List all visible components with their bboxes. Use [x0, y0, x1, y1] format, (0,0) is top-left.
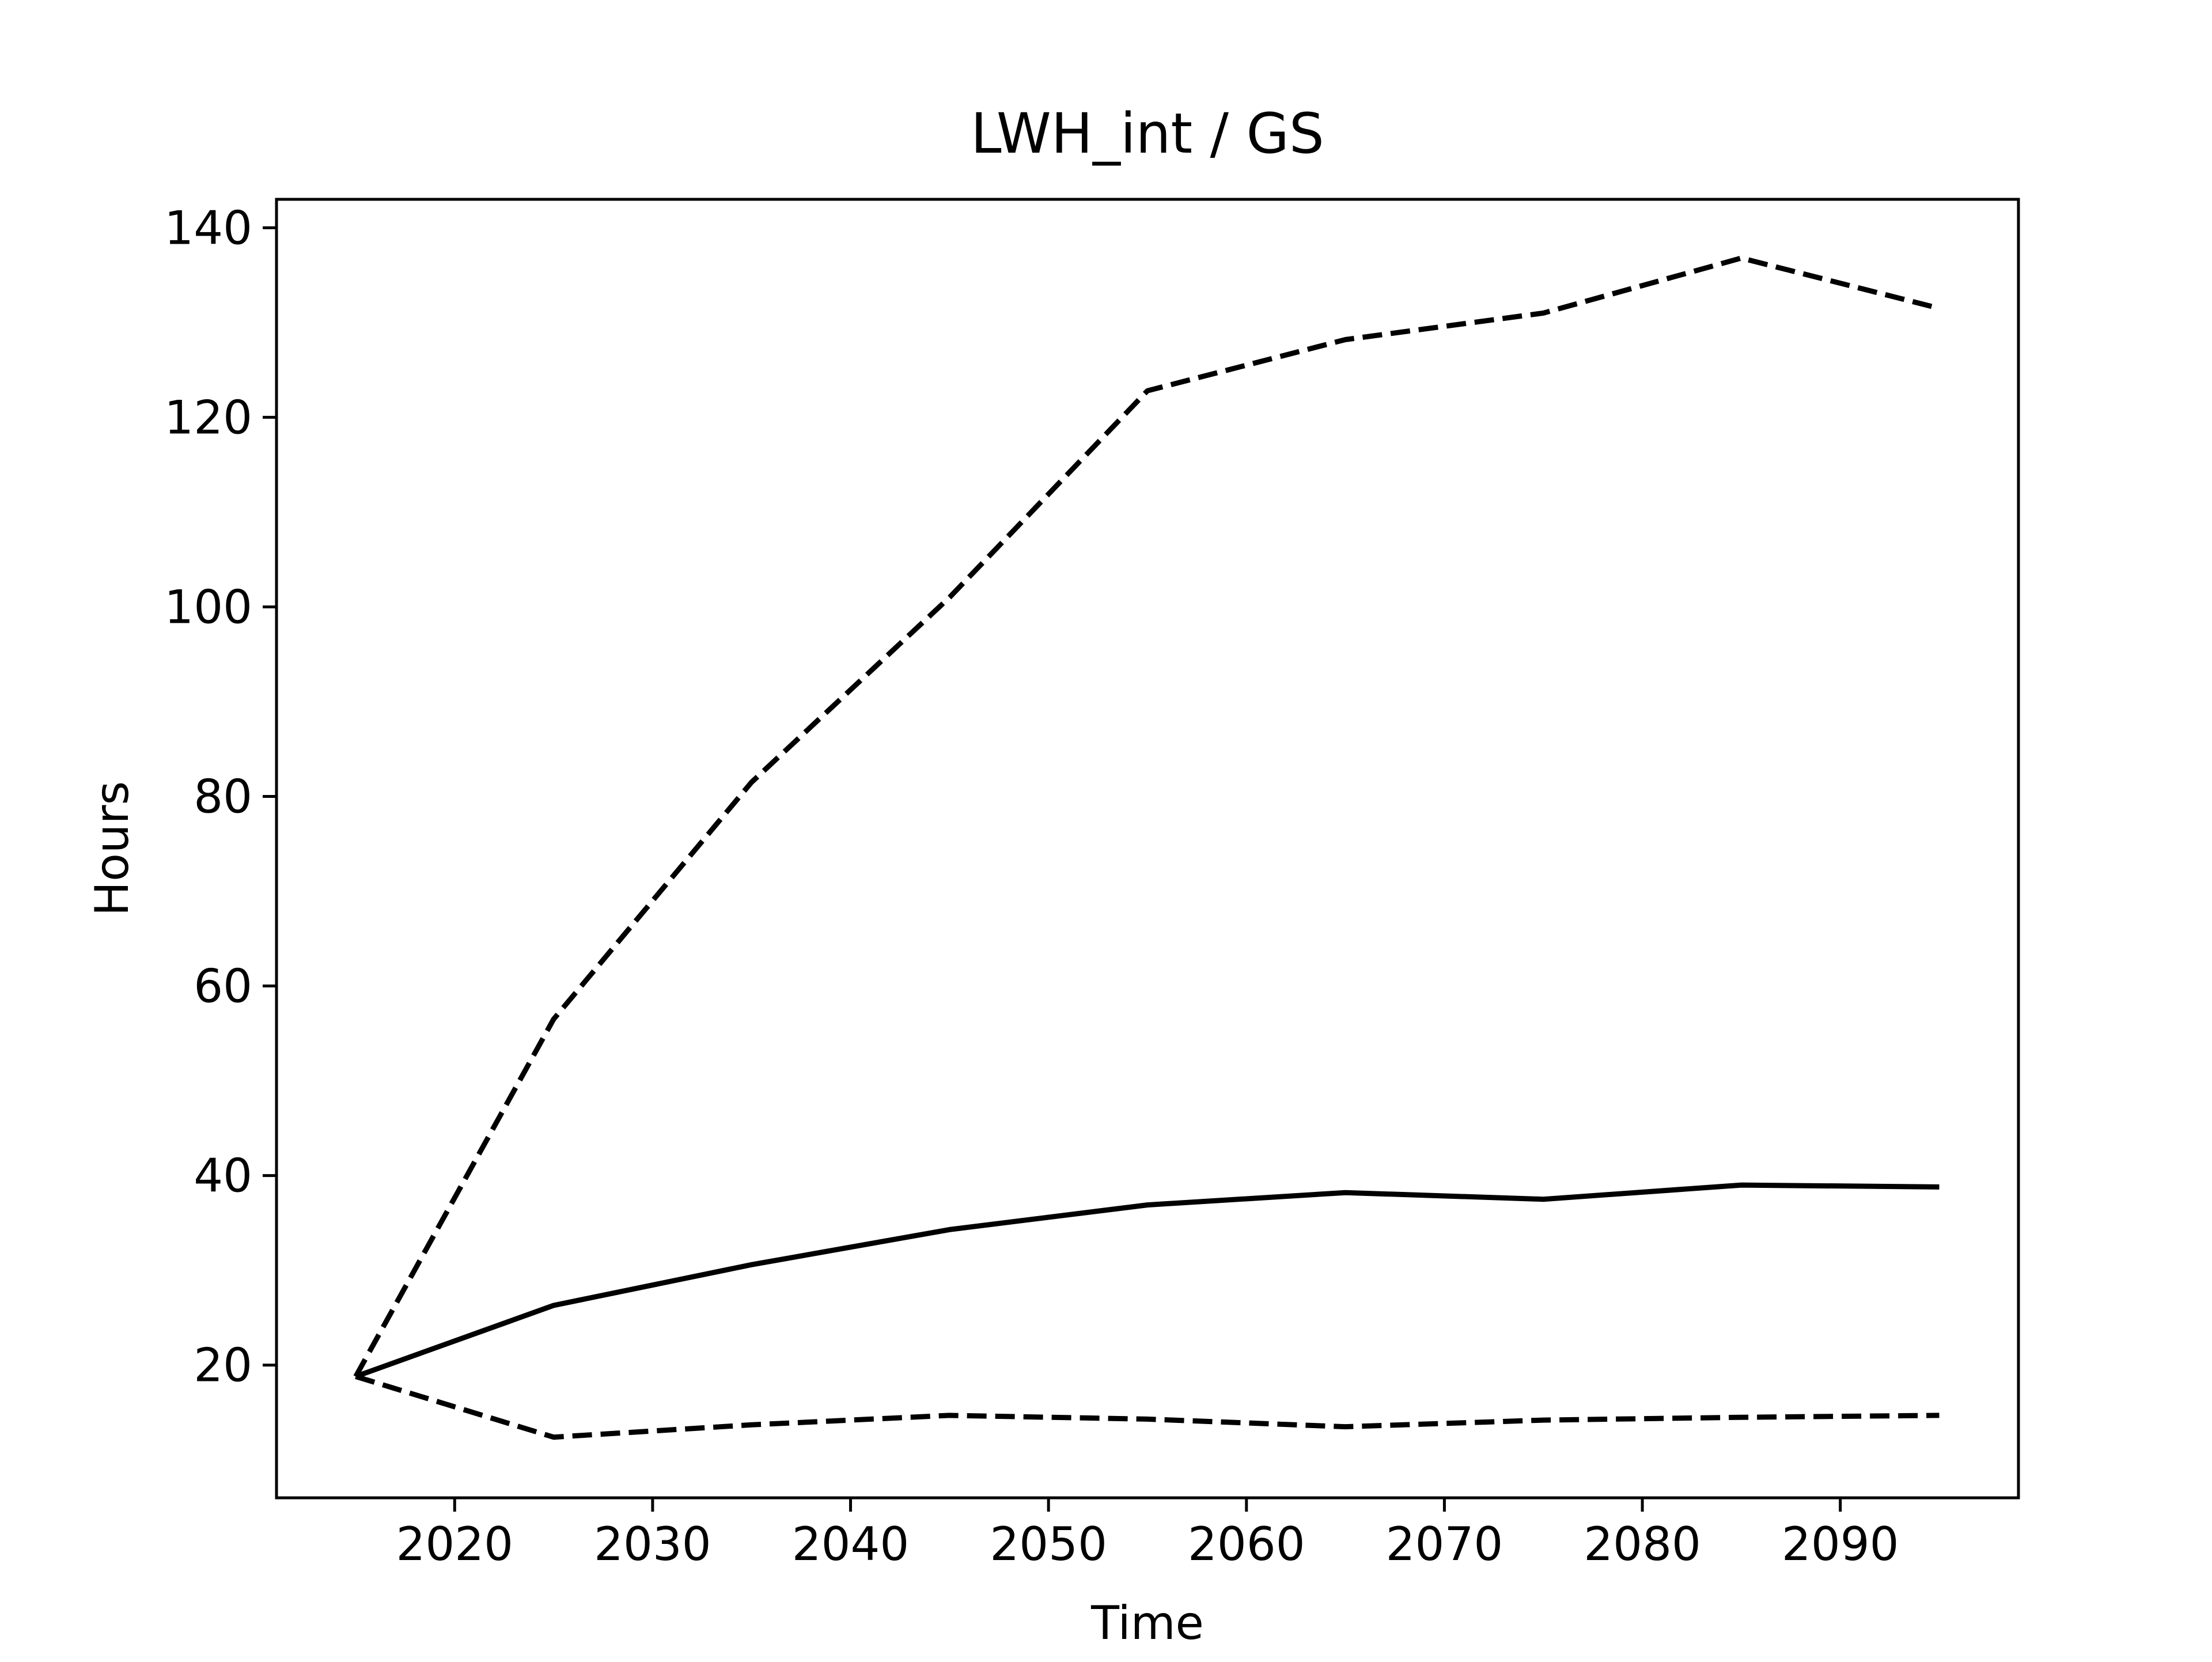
x-tick-label: 2050 [990, 1517, 1107, 1571]
series-line-2 [354, 1182, 1940, 1379]
x-axis: 2020 2030 2040 2050 2060 2070 2080 2090 [396, 1498, 1899, 1571]
series-line-1 [353, 255, 1940, 1378]
x-tick-label: 2070 [1386, 1517, 1503, 1571]
plot-frame [275, 198, 2020, 1500]
y-tick-label: 120 [164, 391, 252, 444]
y-tick-label: 140 [164, 201, 252, 255]
y-axis: 20 40 60 80 100 120 140 [164, 201, 276, 1392]
y-tick-label: 40 [194, 1149, 252, 1203]
y-tick-label: 20 [194, 1339, 252, 1392]
y-tick-label: 80 [194, 770, 252, 824]
x-tick-label: 2040 [792, 1517, 910, 1571]
x-axis-label: Time [1090, 1596, 1204, 1650]
y-tick-label: 100 [164, 580, 252, 634]
x-tick-label: 2020 [396, 1517, 513, 1571]
chart-title: LWH_int / GS [971, 101, 1324, 166]
x-tick-label: 2090 [1782, 1517, 1899, 1571]
y-tick-label: 60 [194, 960, 252, 1013]
x-tick-label: 2030 [594, 1517, 711, 1571]
x-tick-label: 2080 [1584, 1517, 1701, 1571]
y-axis-label: Hours [85, 781, 139, 916]
series-line-3 [355, 1374, 1940, 1440]
x-tick-label: 2060 [1188, 1517, 1305, 1571]
plot-area [353, 255, 1940, 1440]
